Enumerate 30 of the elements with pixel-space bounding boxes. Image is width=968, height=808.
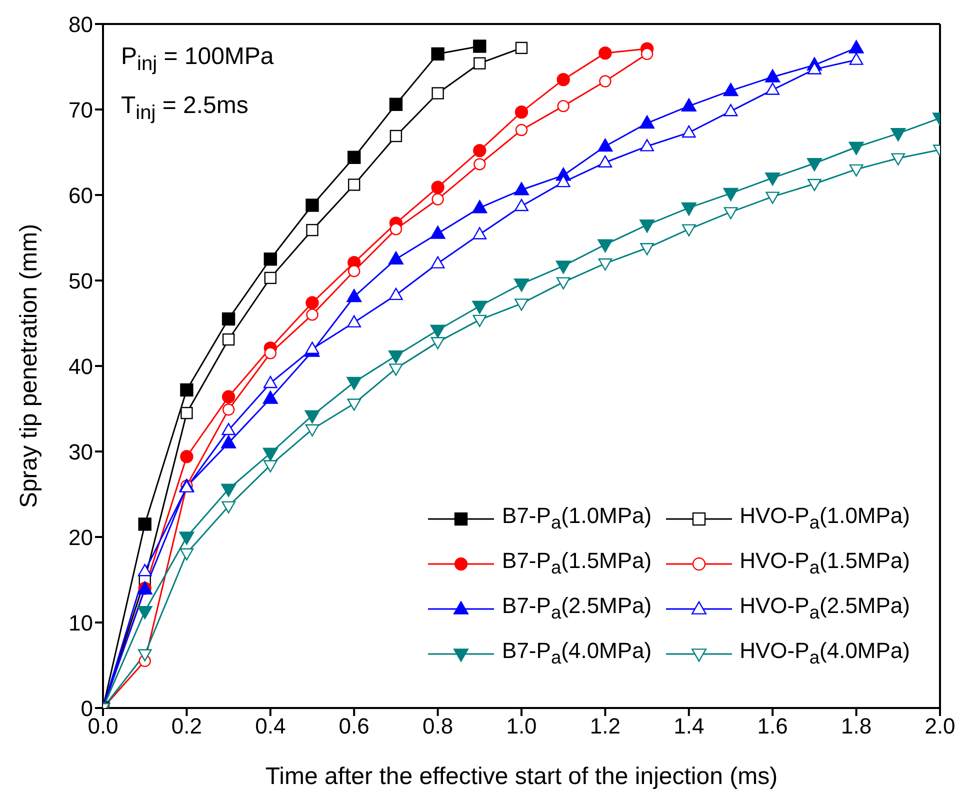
legend-label: B7-P$_{a}$(2.5MPa) [502,593,652,624]
x-tick-label: 0.8 [422,714,454,739]
x-tick-label: 0.4 [255,714,286,739]
y-tick-label: 80 [68,12,93,37]
y-tick-label: 50 [68,268,93,294]
x-tick-label: 0.2 [171,714,202,739]
annotation: P$_{inj}$ = 100MPa [121,42,274,77]
legend-label: HVO-P$_{a}$(1.5MPa) [740,548,910,579]
legend-label: B7-P$_{a}$(1.0MPa) [502,503,652,534]
x-tick-label: 1.8 [841,714,872,739]
annotation: T$_{inj}$ = 2.5ms [121,90,250,126]
x-axis-title: Time after the effective start of the injection (ms) [265,763,778,790]
x-tick-label: 0.6 [338,714,370,739]
x-tick-label: 1.6 [757,714,788,739]
legend-label: HVO-P$_{a}$(1.0MPa) [740,503,910,534]
x-tick-label: 1.4 [674,714,704,739]
y-tick-label: 70 [68,97,93,122]
y-tick-label: 30 [68,439,93,464]
x-tick-label: 2.0 [924,714,956,739]
legend-label: HVO-P$_{a}$(2.5MPa) [740,593,910,624]
legend-label: B7-P$_{a}$(1.5MPa) [502,548,652,579]
legend-label: B7-P$_{a}$(4.0MPa) [502,638,652,669]
x-tick-label: 1.0 [506,714,537,739]
y-tick-label: 20 [68,524,93,550]
legend-label: HVO-P$_{a}$(4.0MPa) [740,638,910,669]
y-tick-label: 10 [68,610,93,636]
y-tick-label: 40 [68,354,93,379]
x-tick-label: 1.2 [590,714,620,739]
y-tick-label: 60 [68,182,93,208]
y-axis-title: Spray tip penetration (mm) [16,224,43,508]
